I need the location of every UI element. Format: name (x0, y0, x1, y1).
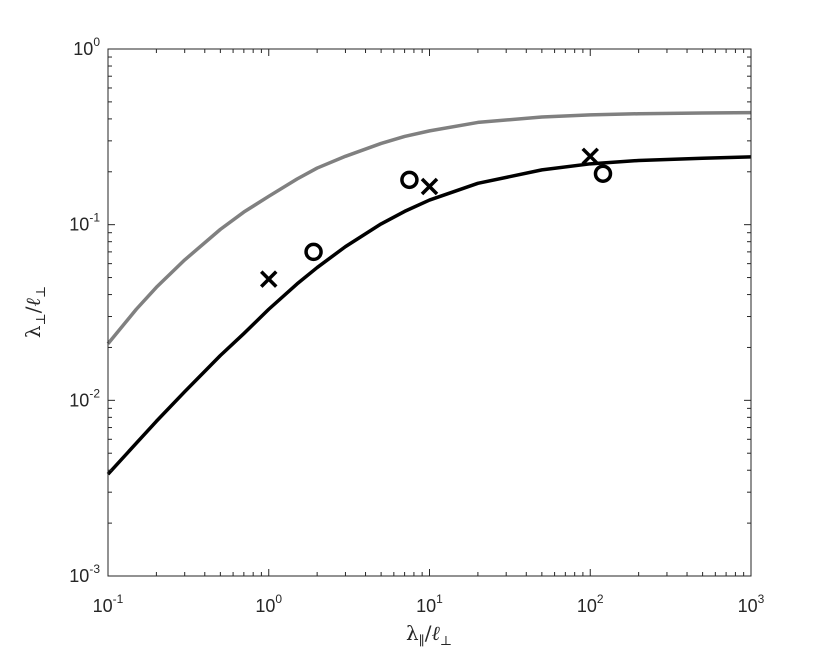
x-axis-label-slash: / (425, 621, 432, 645)
series-line-1 (106, 155, 752, 476)
y-tick-labels: 10-3 10-2 10-1 100 (69, 35, 100, 586)
y-axis-label-sub: ⊥ (34, 313, 49, 325)
x-axis-label-sub: ∥ (419, 634, 425, 649)
x-tick-label: 101 (416, 592, 443, 616)
y-tick-label: 10-1 (69, 211, 100, 235)
y-tick-label: 100 (73, 35, 100, 59)
x-tick-label: 103 (738, 592, 765, 616)
circle-marker (593, 164, 613, 183)
y-tick-label: 10-2 (69, 386, 100, 410)
plot-background (108, 49, 751, 576)
y-axis-label-sub2: ⊥ (34, 286, 49, 298)
y-axis-label-slash: / (21, 306, 45, 313)
circle-marker (400, 170, 419, 190)
y-axis-label-main2: ℓ (21, 297, 45, 306)
series-layer (106, 110, 752, 476)
x-axis-label: λ∥/ℓ⊥ (406, 621, 452, 649)
x-axis-label-sub2: ⊥ (440, 634, 452, 649)
y-tick-label: 10-3 (69, 562, 100, 586)
y-axis-label-main: λ (21, 325, 45, 338)
x-tick-label: 100 (255, 592, 282, 616)
x-tick-label: 10-1 (93, 592, 124, 616)
y-axis-label: λ⊥/ℓ⊥ (21, 286, 49, 338)
cross-marker (420, 177, 439, 196)
plot-frame (107, 48, 752, 577)
x-tick-labels: 10-1 100 101 102 103 (93, 592, 765, 616)
cross-marker (581, 147, 599, 166)
cross-marker (260, 270, 278, 288)
circle-marker (304, 242, 323, 262)
series-line-0 (106, 110, 752, 345)
x-tick-label: 102 (577, 592, 604, 616)
x-axis-label-main: λ (406, 621, 419, 645)
x-axis-label-main2: ℓ (431, 621, 440, 645)
